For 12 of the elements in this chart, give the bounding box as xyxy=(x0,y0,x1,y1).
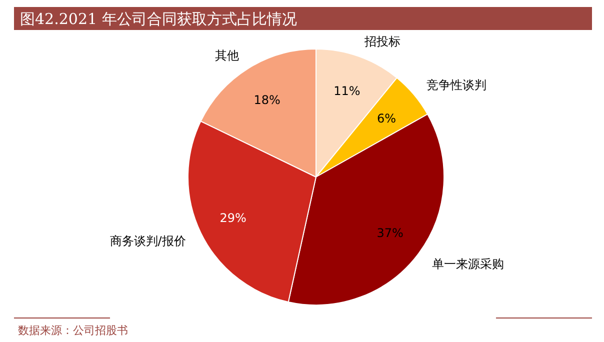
slice-label: 商务谈判/报价 xyxy=(110,234,186,248)
slice-label: 竞争性谈判 xyxy=(426,78,487,92)
slice-label: 单一来源采购 xyxy=(432,257,504,272)
slice-label: 其他 xyxy=(215,48,240,62)
slice-label: 招投标 xyxy=(364,34,401,49)
data-label: 11% xyxy=(334,84,360,98)
source-note: 数据来源：公司招股书 xyxy=(18,324,128,337)
chart-title: 图42.2021 年公司合同获取方式占比情况 xyxy=(20,10,297,28)
data-label: 29% xyxy=(220,211,246,226)
data-label: 18% xyxy=(254,92,280,107)
data-label: 6% xyxy=(376,112,396,126)
data-label: 37% xyxy=(376,226,404,240)
